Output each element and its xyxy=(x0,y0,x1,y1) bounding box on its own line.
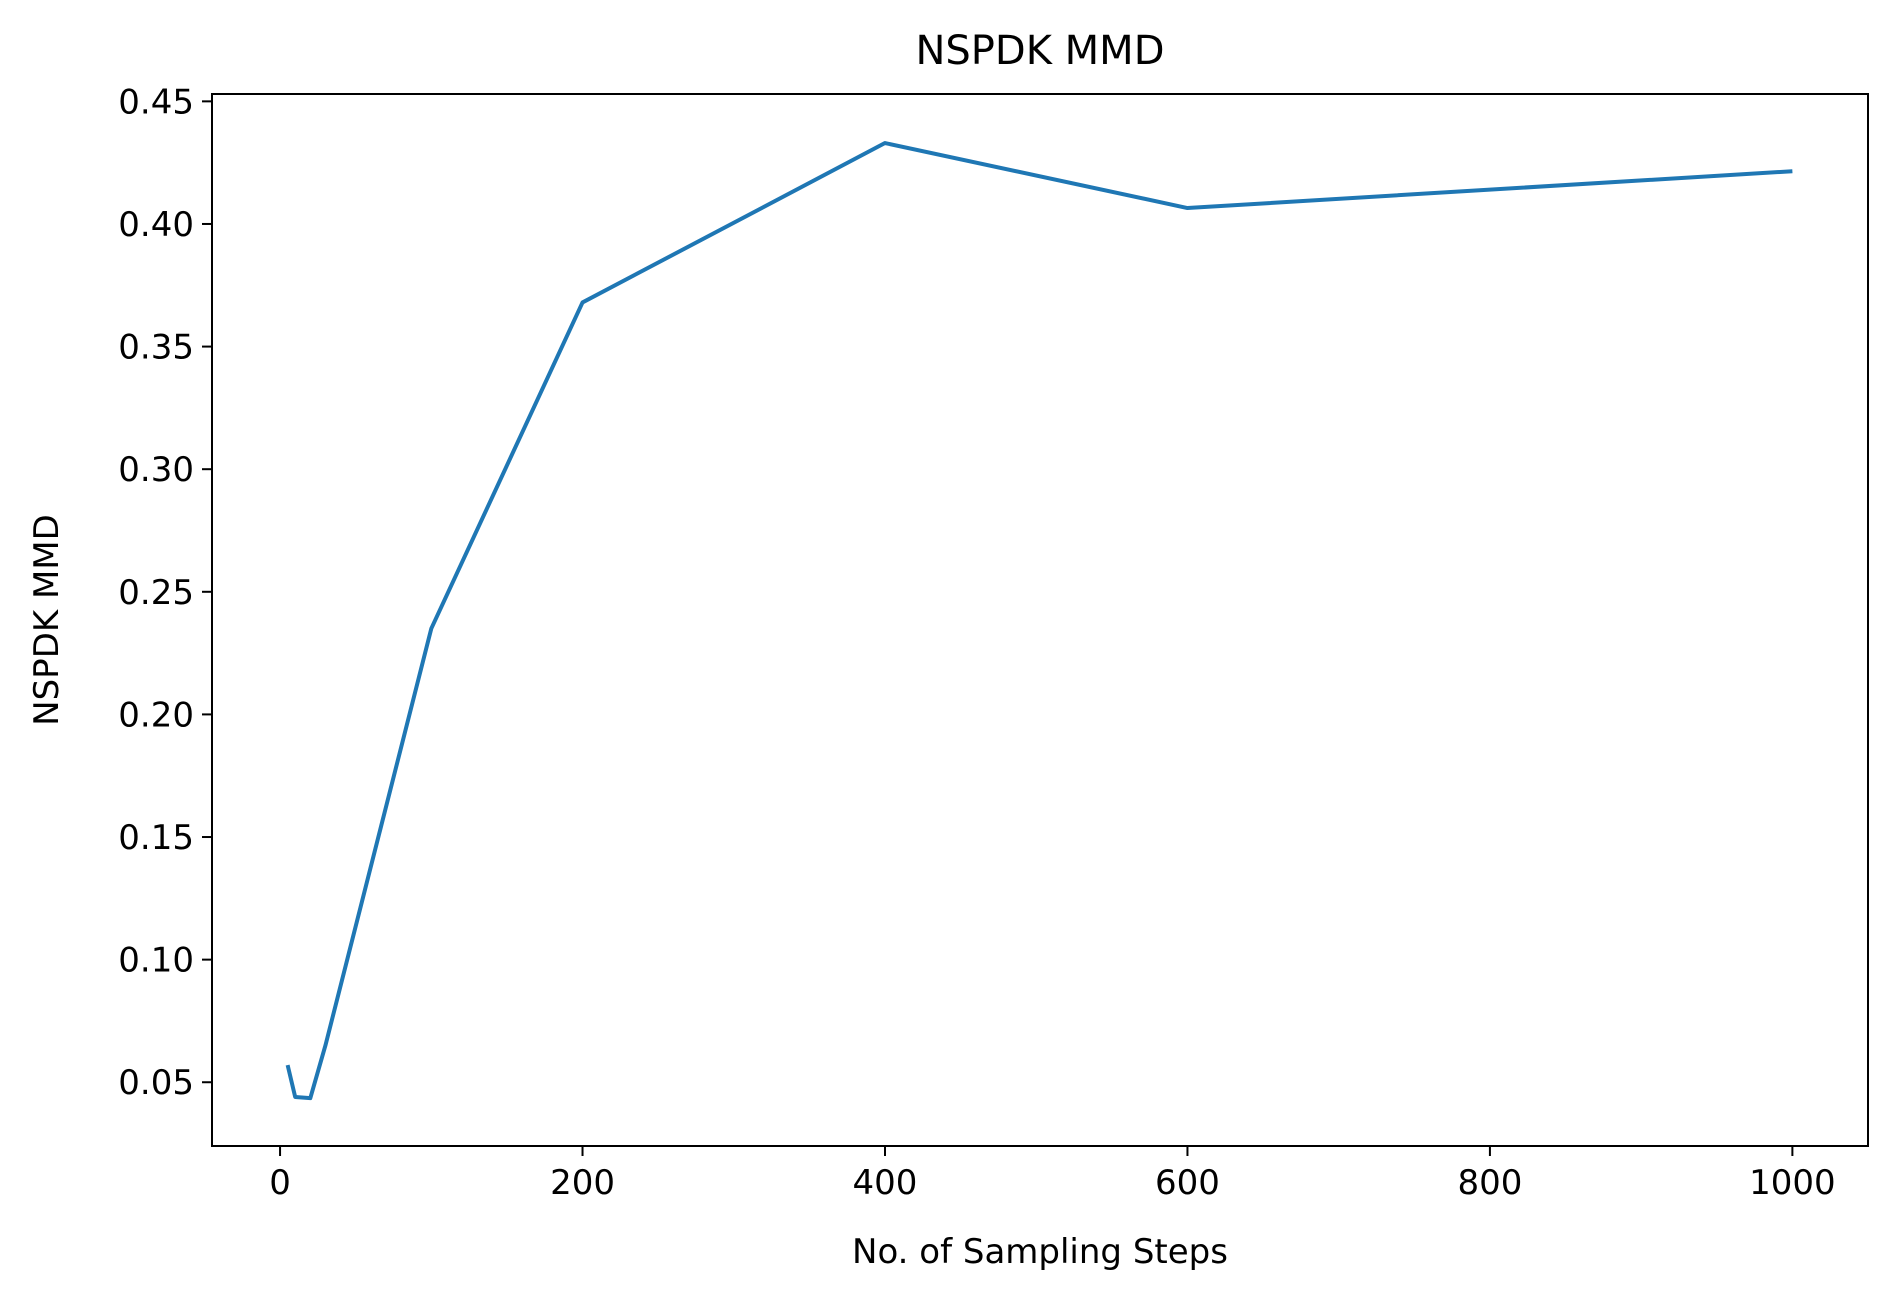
y-tick-label: 0.10 xyxy=(118,941,194,981)
x-axis-label: No. of Sampling Steps xyxy=(852,1232,1228,1272)
x-tick-label: 800 xyxy=(1457,1163,1522,1203)
y-axis-label: NSPDK MMD xyxy=(27,514,67,726)
y-tick-label: 0.05 xyxy=(118,1063,194,1103)
series-line-1 xyxy=(285,141,1793,1101)
y-tick-label: 0.15 xyxy=(118,818,194,858)
x-tick-label: 600 xyxy=(1155,1163,1220,1203)
y-tick-label: 0.35 xyxy=(118,328,194,368)
y-tick-label: 0.40 xyxy=(118,205,194,245)
plot-area: 0 200 400 600 800 1000 0.05 0.10 0.15 0.20 0.25 0.3… xyxy=(118,82,1869,1203)
y-tick-label: 0.30 xyxy=(118,450,194,490)
y-tick-label: 0.25 xyxy=(118,573,194,613)
y-tick-label: 0.45 xyxy=(118,82,194,122)
x-tick-label: 1000 xyxy=(1749,1163,1836,1203)
chart-title: NSPDK MMD xyxy=(915,28,1164,74)
axes-frame xyxy=(211,93,1869,1147)
y-tick-label: 0.20 xyxy=(118,695,194,735)
x-tick-label: 200 xyxy=(550,1163,615,1203)
x-tick-label: 400 xyxy=(853,1163,918,1203)
x-tick-label: 0 xyxy=(269,1163,291,1203)
